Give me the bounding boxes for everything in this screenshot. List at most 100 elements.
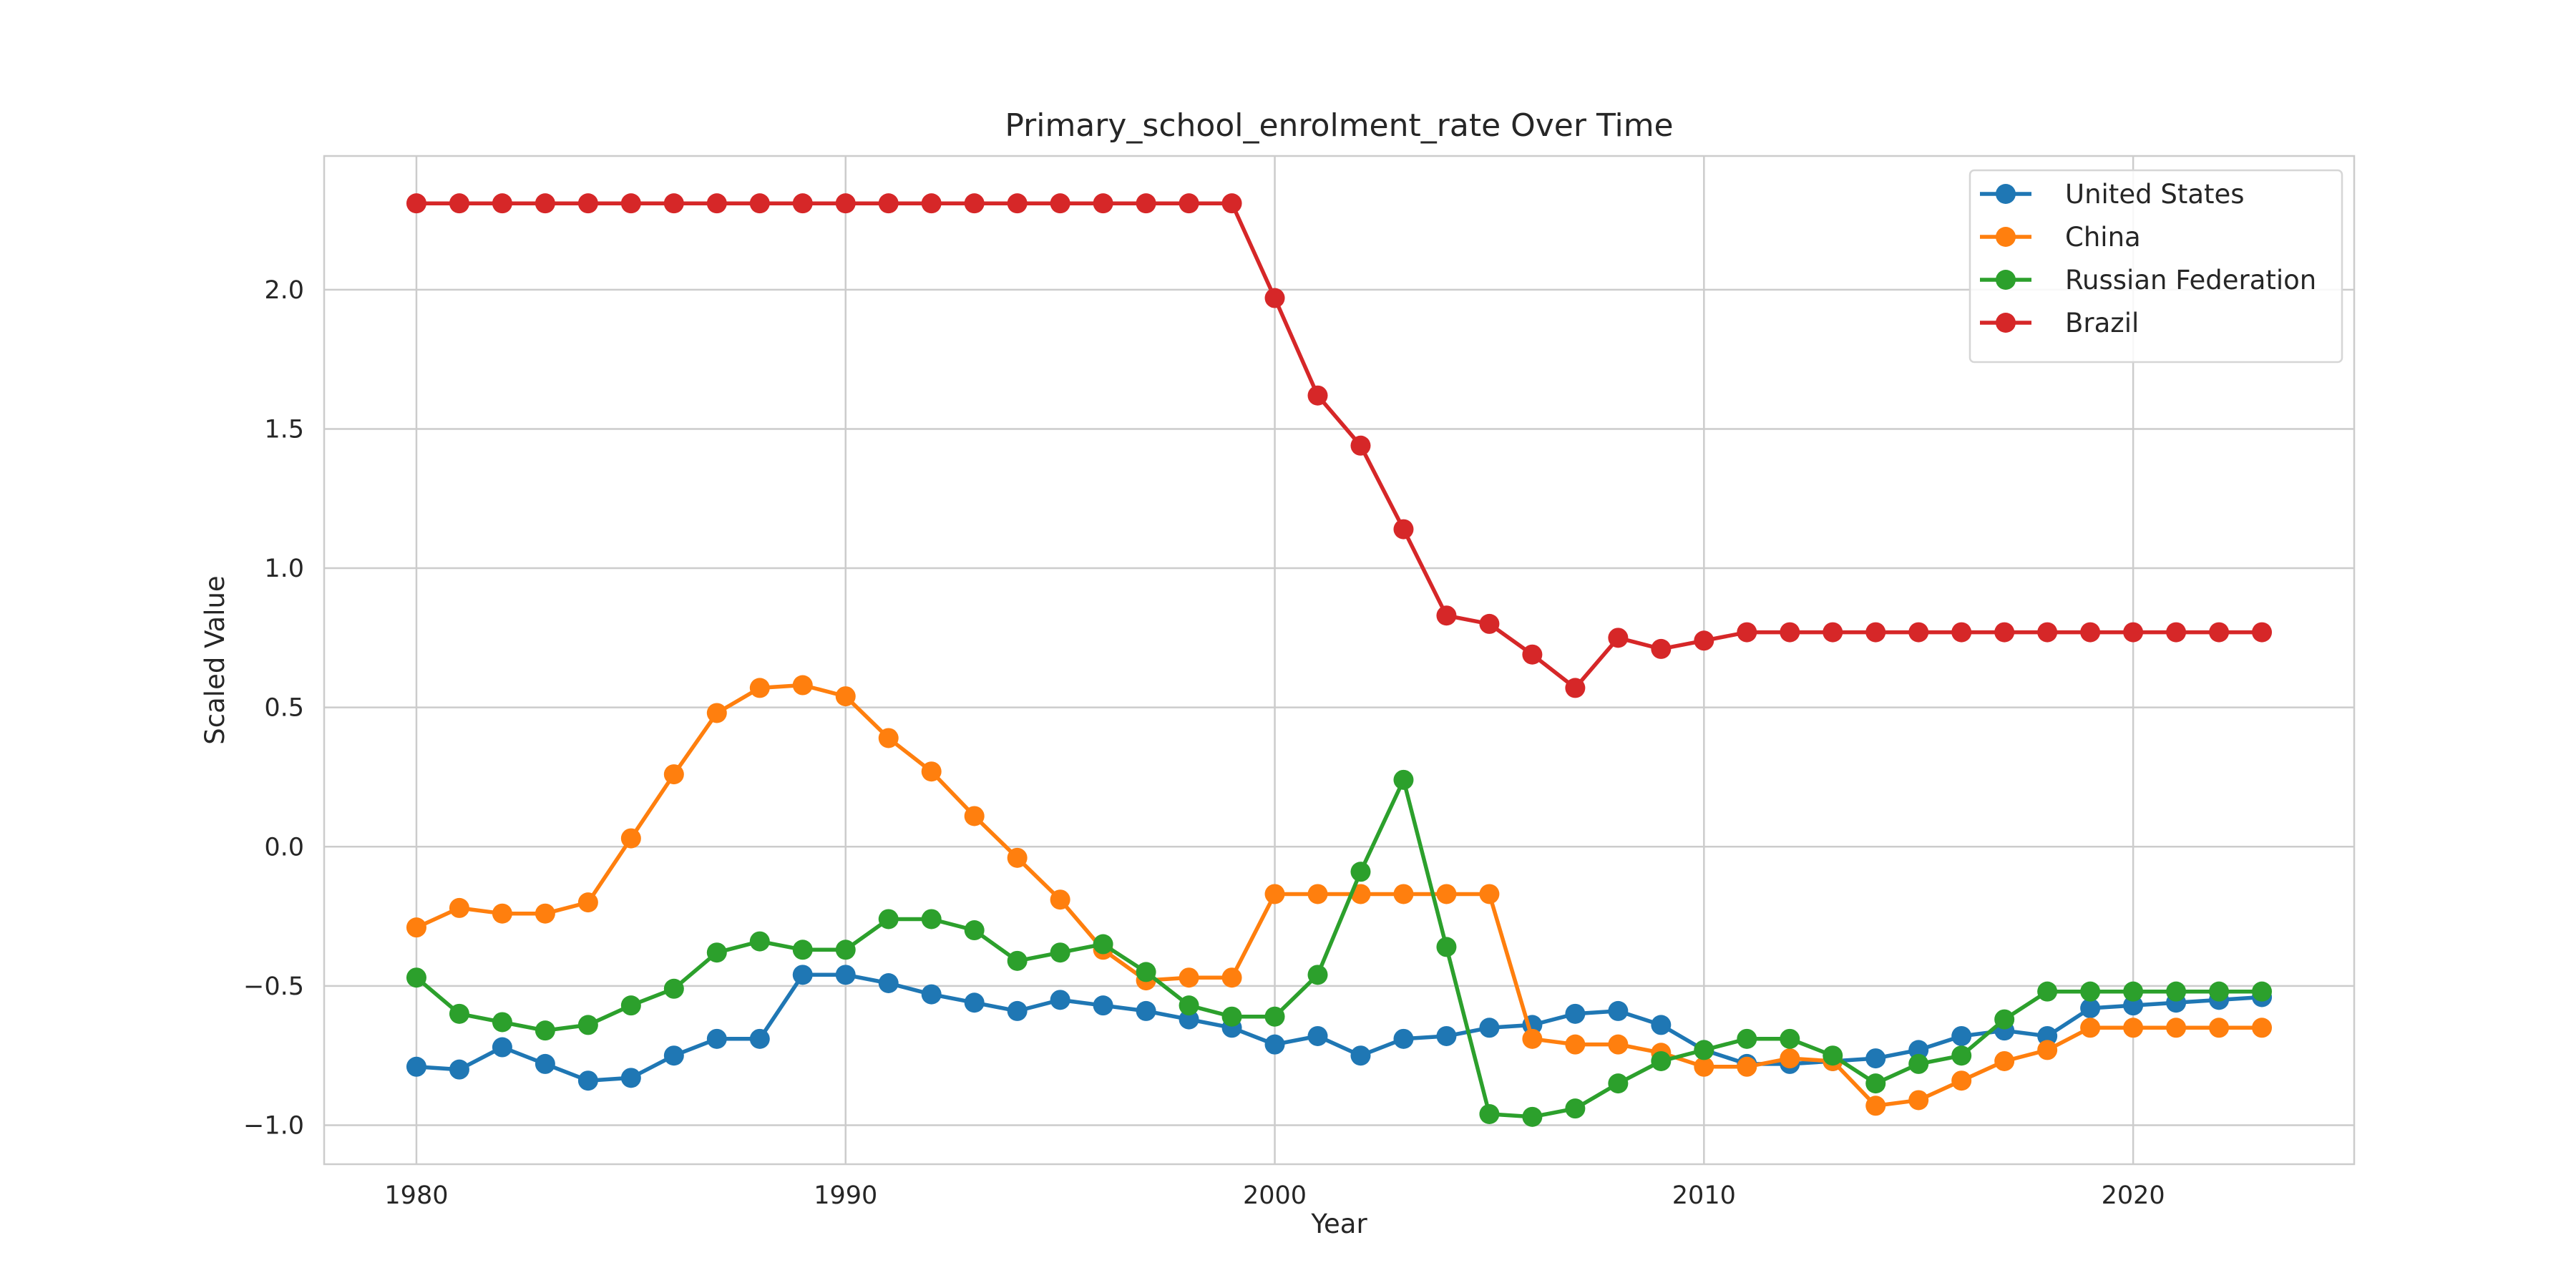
data-point (449, 1059, 469, 1080)
data-point (1221, 193, 1242, 214)
data-point (792, 940, 813, 960)
data-point (663, 978, 684, 999)
x-tick-label: 2010 (1672, 1181, 1736, 1210)
data-point (1908, 1053, 1929, 1074)
data-point (1393, 769, 1414, 790)
y-tick-label: 2.0 (264, 276, 304, 305)
data-point (1221, 1006, 1242, 1027)
data-point (1393, 1028, 1414, 1049)
data-point (1651, 638, 1672, 659)
data-point (449, 897, 469, 918)
data-point (1179, 193, 1199, 214)
data-point (1780, 622, 1800, 643)
data-point (1694, 630, 1714, 651)
data-point (749, 193, 770, 214)
data-point (921, 193, 942, 214)
data-point (1694, 1056, 1714, 1077)
data-point (1136, 193, 1156, 214)
data-point (1823, 1045, 1843, 1066)
data-point (1264, 1006, 1285, 1027)
series-line (414, 778, 2264, 1119)
data-point (1350, 435, 1371, 456)
data-point (1823, 622, 1843, 643)
data-point (964, 193, 985, 214)
x-axis-label: Year (1310, 1209, 1367, 1239)
data-point (1522, 1106, 1543, 1127)
data-point (835, 193, 856, 214)
data-point (492, 1037, 512, 1058)
plot-frame (323, 155, 2356, 1166)
data-point (1007, 1000, 1028, 1021)
legend-swatch-marker (1996, 313, 2016, 333)
data-point (1307, 1025, 1328, 1046)
data-point (1393, 884, 1414, 904)
chart-title: Primary_school_enrolment_rate Over Time (1005, 107, 1673, 144)
data-point (706, 193, 727, 214)
data-point (749, 931, 770, 952)
data-point (1050, 193, 1070, 214)
data-point (1221, 967, 1242, 988)
data-point (1737, 622, 1757, 643)
data-point (1436, 605, 1457, 626)
legend-item: Russian Federation (1980, 265, 2316, 296)
data-point (1608, 628, 1629, 648)
x-tick-label: 2000 (1243, 1181, 1307, 1210)
y-tick-label: −0.5 (243, 972, 304, 1001)
data-point (1608, 1034, 1629, 1055)
data-point (1007, 847, 1028, 868)
data-point (620, 995, 641, 1016)
data-point (921, 761, 942, 782)
data-point (2080, 981, 2101, 1002)
data-point (964, 920, 985, 941)
series-line (414, 683, 2264, 1108)
data-point (1651, 1015, 1672, 1035)
data-point (577, 892, 598, 913)
data-point (2209, 1018, 2230, 1038)
data-point (1780, 1028, 1800, 1049)
data-point (449, 193, 469, 214)
data-point (2166, 622, 2187, 643)
data-point (1093, 193, 1113, 214)
data-point (878, 193, 899, 214)
y-axis-label: Scaled Value (200, 575, 230, 744)
data-point (1951, 1045, 1972, 1066)
data-point (1908, 1040, 1929, 1060)
data-point (1694, 1040, 1714, 1060)
data-point (878, 973, 899, 994)
data-point (620, 828, 641, 849)
data-point (1994, 1050, 2015, 1071)
data-point (1307, 965, 1328, 985)
data-point (749, 1028, 770, 1049)
data-point (449, 1003, 469, 1024)
data-point (1737, 1056, 1757, 1077)
data-point (1951, 1025, 1972, 1046)
data-point (1436, 1025, 1457, 1046)
legend-frame (1968, 169, 2343, 364)
data-point (1565, 1098, 1586, 1119)
data-point (620, 1068, 641, 1088)
data-point (1350, 862, 1371, 882)
data-point (1479, 884, 1500, 904)
data-point (663, 193, 684, 214)
data-point (1865, 1048, 1886, 1069)
data-point (1908, 622, 1929, 643)
y-tick-label: 0.0 (264, 833, 304, 862)
data-point (706, 703, 727, 723)
data-point (663, 1045, 684, 1066)
legend-label: Russian Federation (2065, 265, 2316, 296)
data-point (406, 917, 426, 938)
y-tick-label: −1.0 (243, 1112, 304, 1141)
data-point (2037, 981, 2058, 1002)
data-point (1865, 1073, 1886, 1094)
legend-swatch-marker (1996, 184, 2016, 204)
y-tick-label: 1.5 (264, 415, 304, 444)
legend-item: Brazil (1980, 308, 2139, 338)
data-point (492, 903, 512, 924)
y-tick-label: 1.0 (264, 555, 304, 583)
x-tick-label: 2020 (2102, 1181, 2165, 1210)
data-point (1608, 1000, 1629, 1021)
data-point (706, 942, 727, 963)
data-point (2037, 622, 2058, 643)
data-point (663, 764, 684, 785)
